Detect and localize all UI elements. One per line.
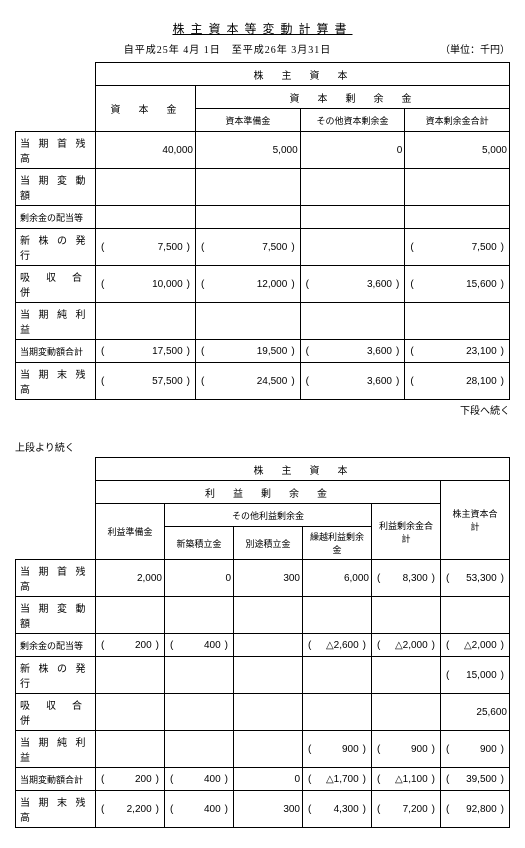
cell: (4,300) (306, 804, 368, 815)
cell: 6,000 (303, 560, 372, 597)
row-merger: 吸 収 合 併 (16, 266, 96, 303)
cell: (7,500) (408, 242, 506, 253)
hdr-capital: 資 本 金 (96, 86, 196, 132)
row-changes: 当 期 変 動 額 (16, 169, 96, 206)
row-begin: 当 期 首 残 高 (16, 132, 96, 169)
cell: 0 (234, 768, 303, 791)
hdr-other-re: その他利益剰余金 (165, 504, 372, 527)
cell: (900) (375, 744, 437, 755)
row-netincome2: 当 期 純 利 益 (16, 731, 96, 768)
row-newshares: 新 株 の 発 行 (16, 229, 96, 266)
hdr-se2: 株 主 資 本 (96, 458, 510, 481)
cell: (△2,600) (306, 640, 368, 651)
cell: 0 (300, 132, 405, 169)
cell: (15,600) (408, 279, 506, 290)
cell: (39,500) (444, 774, 506, 785)
cell: (3,600) (304, 346, 402, 357)
table-2: 株 主 資 本 利 益 剰 余 金 株主資本合 計 利益準備金 その他利益剰余金… (15, 457, 510, 828)
row-merger2: 吸 収 合 併 (16, 694, 96, 731)
cell: (400) (168, 774, 230, 785)
cell: (900) (444, 744, 506, 755)
row-netincome: 当 期 純 利 益 (16, 303, 96, 340)
cell: (3,600) (304, 376, 402, 387)
row-begin2: 当 期 首 残 高 (16, 560, 96, 597)
row-changes2: 当 期 変 動 額 (16, 597, 96, 634)
cell: (28,100) (408, 376, 506, 387)
cell: (7,500) (199, 242, 297, 253)
cell: 5,000 (405, 132, 510, 169)
cell: 300 (234, 791, 303, 828)
cell: (7,500) (99, 242, 192, 253)
cell: 5,000 (196, 132, 301, 169)
cell: (17,500) (99, 346, 192, 357)
cell: 300 (234, 560, 303, 597)
cell: (10,000) (99, 279, 192, 290)
row-end2: 当 期 末 残 高 (16, 791, 96, 828)
cell: (△1,100) (375, 774, 437, 785)
hdr-newbldg: 新築積立金 (165, 527, 234, 560)
hdr-legal: 利益準備金 (96, 504, 165, 560)
cell: (2,200) (99, 804, 161, 815)
cell: (900) (306, 744, 368, 755)
cell: (200) (99, 774, 161, 785)
row-changes-total: 当期変動額合計 (16, 340, 96, 363)
cell: (400) (168, 640, 230, 651)
hdr-other-cs: その他資本剰余金 (300, 109, 405, 132)
row-end: 当 期 末 残 高 (16, 363, 96, 400)
hdr-se-total: 株主資本合 計 (441, 481, 510, 560)
row-dividends2: 剰余金の配当等 (16, 634, 96, 657)
cell: 0 (165, 560, 234, 597)
hdr-cs: 資 本 剰 余 金 (196, 86, 510, 109)
cell: (23,100) (408, 346, 506, 357)
doc-title: 株主資本等変動計算書 (15, 20, 510, 37)
row-dividends: 剰余金の配当等 (16, 206, 96, 229)
cell: (△1,700) (306, 774, 368, 785)
note-continue-above: 上段より続く (15, 439, 510, 454)
cell: (8,300) (375, 573, 437, 584)
cell: (7,200) (375, 804, 437, 815)
hdr-se: 株 主 資 本 (96, 63, 510, 86)
hdr-cap-reserve: 資本準備金 (196, 109, 301, 132)
cell: (92,800) (444, 804, 506, 815)
cell: (19,500) (199, 346, 297, 357)
hdr-special: 別途積立金 (234, 527, 303, 560)
unit-text: （単位：千円） (440, 41, 510, 56)
hdr-cs-total: 資本剰余金合計 (405, 109, 510, 132)
cell: (57,500) (99, 376, 192, 387)
cell: 25,600 (441, 694, 510, 731)
cell: (53,300) (444, 573, 506, 584)
cell: (400) (168, 804, 230, 815)
cell: (△2,000) (444, 640, 506, 651)
cell: (3,600) (304, 279, 402, 290)
period-row: 自平成25年 4月 1日 至平成26年 3月31日 （単位：千円） (15, 41, 510, 56)
period-text: 自平成25年 4月 1日 至平成26年 3月31日 (15, 41, 440, 56)
row-changes-total2: 当期変動額合計 (16, 768, 96, 791)
note-continue-below: 下段へ続く (15, 402, 510, 417)
cell: 2,000 (96, 560, 165, 597)
cell: (12,000) (199, 279, 297, 290)
cell: (15,000) (444, 670, 506, 681)
row-newshares2: 新 株 の 発 行 (16, 657, 96, 694)
hdr-carried: 繰越利益剰余金 (303, 527, 372, 560)
hdr-re-total: 利益剰余金合 計 (372, 504, 441, 560)
cell: (24,500) (199, 376, 297, 387)
hdr-re: 利 益 剰 余 金 (96, 481, 441, 504)
cell: 40,000 (96, 132, 196, 169)
cell: (△2,000) (375, 640, 437, 651)
cell: (200) (99, 640, 161, 651)
table-1: 株 主 資 本 資 本 金 資 本 剰 余 金 資本準備金 その他資本剰余金 資… (15, 62, 510, 400)
